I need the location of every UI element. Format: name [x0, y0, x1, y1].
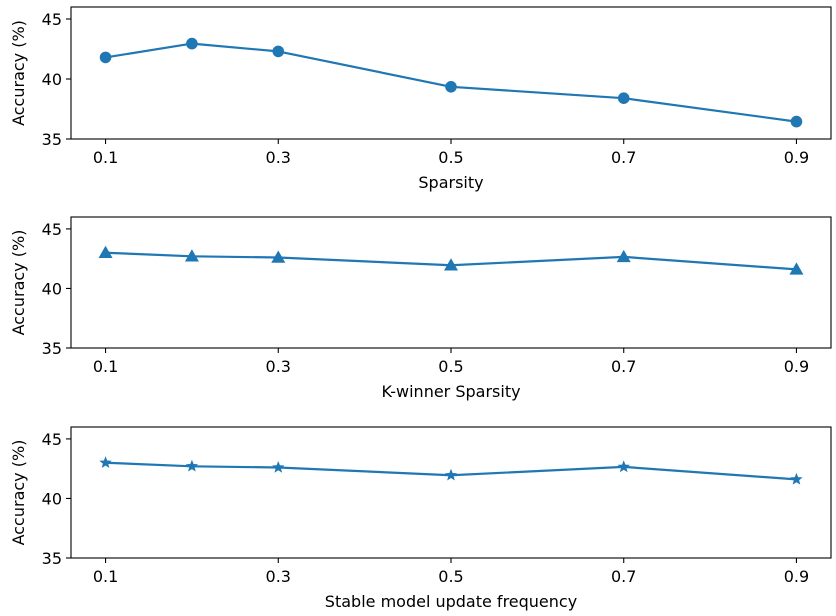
y-tick-label: 40: [42, 279, 62, 298]
x-axis-label: Sparsity: [418, 173, 483, 192]
data-point: [184, 249, 199, 262]
y-tick-label: 45: [42, 10, 62, 29]
y-axis-label: Accuracy (%): [9, 440, 28, 546]
y-axis-label: Accuracy (%): [9, 20, 28, 126]
data-point: [617, 460, 630, 473]
x-tick-label: 0.3: [266, 357, 291, 376]
data-point: [616, 249, 631, 263]
axes-frame: [70, 216, 832, 349]
data-point: [789, 262, 804, 275]
data-point: [185, 459, 199, 472]
series-line: [105, 42, 797, 123]
data-point: [99, 51, 112, 64]
x-tick-label: 0.9: [784, 567, 809, 586]
data-point: [272, 45, 285, 58]
data-point: [617, 92, 630, 104]
y-tick-label: 35: [42, 549, 62, 568]
panel-1: 35 40 45 0.1 0.3 0.5 0.7 0.9 Sparsity Accuracy (%…: [9, 6, 832, 192]
y-tick-label: 35: [42, 339, 62, 358]
data-point: [99, 456, 112, 468]
x-tick-label: 0.9: [784, 148, 809, 167]
x-tick-label: 0.5: [438, 357, 463, 376]
x-tick-label: 0.3: [266, 148, 291, 167]
y-tick-label: 40: [42, 70, 62, 89]
x-tick-label: 0.1: [93, 567, 118, 586]
x-tick-label: 0.5: [438, 567, 463, 586]
x-tick-label: 0.1: [93, 357, 118, 376]
y-tick-label: 40: [42, 489, 62, 508]
x-axis-label: K-winner Sparsity: [381, 382, 520, 401]
x-tick-label: 0.1: [93, 148, 118, 167]
data-point: [444, 468, 458, 481]
panel-3: 35 40 45 0.1 0.3 0.5 0.7 0.9 Stable model update…: [9, 426, 832, 611]
data-point: [98, 245, 113, 258]
x-tick-label: 0.5: [438, 148, 463, 167]
axes-frame: [70, 426, 832, 559]
y-tick-label: 45: [42, 220, 62, 239]
y-tick-label: 45: [42, 430, 62, 449]
x-tick-label: 0.7: [611, 567, 636, 586]
x-axis-label: Stable model update frequency: [325, 592, 577, 611]
data-point: [186, 37, 198, 50]
data-point: [271, 250, 286, 263]
data-point: [272, 460, 285, 473]
x-tick-label: 0.7: [611, 148, 636, 167]
y-tick-label: 35: [42, 130, 62, 149]
panel-2: 35 40 45 0.1 0.3 0.5 0.7 0.9 K-winner Sparsity Ac…: [9, 216, 832, 401]
x-tick-label: 0.7: [611, 357, 636, 376]
series-line: [105, 251, 797, 271]
axes-frame: [70, 6, 832, 140]
y-axis-label: Accuracy (%): [9, 230, 28, 336]
data-point: [790, 472, 803, 485]
data-point: [444, 258, 458, 271]
series-line: [105, 461, 797, 481]
x-tick-label: 0.3: [266, 567, 291, 586]
data-point: [445, 81, 457, 93]
data-point: [790, 115, 803, 128]
x-tick-label: 0.9: [784, 357, 809, 376]
